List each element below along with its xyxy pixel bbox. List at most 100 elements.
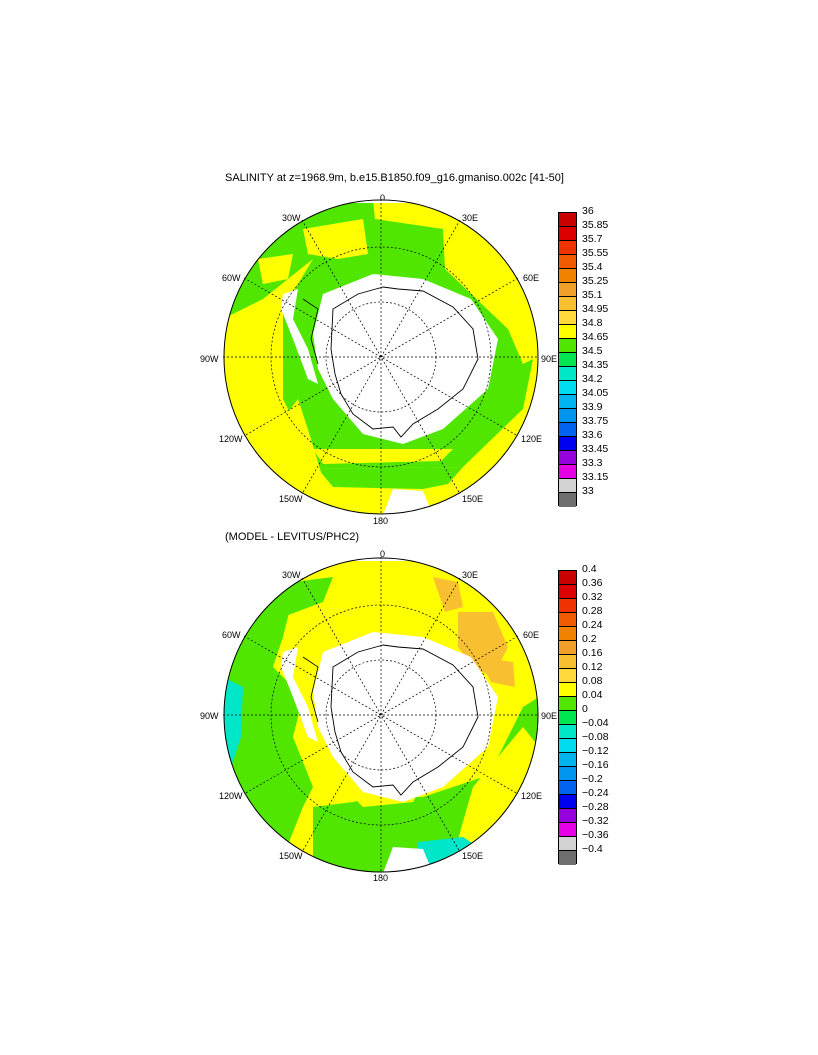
colorbar-tick-label: 0.12 — [582, 661, 603, 673]
colorbar-swatch — [559, 809, 576, 823]
lon-label-60w: 60W — [222, 273, 241, 283]
colorbar-tick-label: 0.24 — [582, 619, 603, 631]
colorbar-tick-label: −0.36 — [582, 829, 609, 841]
lon-label-150w-p2: 150W — [279, 851, 303, 861]
colorbar-swatch — [559, 437, 576, 451]
lon-label-60w-p2: 60W — [222, 630, 241, 640]
colorbar-tick-label: 0.36 — [582, 577, 603, 589]
colorbar-tick-label: −0.2 — [582, 773, 603, 785]
colorbar-swatch — [559, 381, 576, 395]
colorbar-tick-label: 34.8 — [582, 317, 603, 329]
colorbar-swatch — [559, 423, 576, 437]
colorbar-tick-label: 36 — [582, 205, 594, 217]
colorbar-tick-label: 0.08 — [582, 675, 603, 687]
lon-label-150w: 150W — [279, 494, 303, 504]
colorbar-tick-label: 0 — [582, 703, 588, 715]
colorbar-swatch — [559, 493, 576, 507]
colorbar-tick-label: 0.2 — [582, 633, 597, 645]
colorbar-swatch — [559, 395, 576, 409]
lon-label-90w-p2: 90W — [200, 711, 219, 721]
colorbar-tick-label: −0.4 — [582, 843, 603, 855]
colorbar-swatch — [559, 339, 576, 353]
lon-label-0: 0 — [380, 193, 386, 203]
colorbar-swatch — [559, 571, 576, 585]
colorbar-swatch — [559, 409, 576, 423]
colorbar-tick-label: −0.28 — [582, 801, 609, 813]
colorbar-swatch — [559, 479, 576, 493]
colorbar-tick-label: 33.15 — [582, 471, 609, 483]
colorbar-tick-label: 0.4 — [582, 563, 597, 575]
difference-colorbar — [558, 570, 577, 865]
colorbar-swatch — [559, 241, 576, 255]
difference-band-0 — [224, 677, 243, 767]
lon-label-120w: 120W — [219, 434, 243, 444]
colorbar-swatch — [559, 711, 576, 725]
colorbar-swatch — [559, 837, 576, 851]
lon-label-30e-p2: 30E — [462, 570, 479, 580]
colorbar-tick-label: 35.7 — [582, 233, 603, 245]
salinity-difference-polar-map — [223, 557, 539, 873]
colorbar-tick-label: 35.1 — [582, 289, 603, 301]
colorbar-swatch — [559, 255, 576, 269]
salinity-polar-map — [223, 199, 539, 515]
colorbar-swatch — [559, 283, 576, 297]
lon-label-30w: 30W — [282, 213, 301, 223]
lon-label-60e-p2: 60E — [523, 630, 540, 640]
colorbar-tick-label: 33.75 — [582, 415, 609, 427]
lon-label-180-p2: 180 — [373, 873, 389, 883]
colorbar-tick-label: 35.85 — [582, 219, 609, 231]
lon-label-30w-p2: 30W — [282, 570, 301, 580]
colorbar-tick-label: 33.9 — [582, 401, 603, 413]
colorbar-swatch — [559, 367, 576, 381]
lon-label-90w: 90W — [200, 354, 219, 364]
lon-label-120e: 120E — [521, 434, 543, 444]
colorbar-swatch — [559, 781, 576, 795]
lon-label-90e: 90E — [541, 354, 558, 364]
colorbar-tick-label: 0.16 — [582, 647, 603, 659]
lon-label-90e-p2: 90E — [541, 711, 558, 721]
colorbar-tick-label: 0.04 — [582, 689, 603, 701]
panel1-title: SALINITY at z=1968.9m, b.e15.B1850.f09_g… — [225, 172, 564, 184]
colorbar-swatch — [559, 227, 576, 241]
colorbar-tick-label: −0.24 — [582, 787, 609, 799]
colorbar-swatch — [559, 269, 576, 283]
colorbar-tick-label: 33.3 — [582, 457, 603, 469]
colorbar-swatch — [559, 599, 576, 613]
colorbar-swatch — [559, 353, 576, 367]
colorbar-swatch — [559, 669, 576, 683]
colorbar-swatch — [559, 739, 576, 753]
colorbar-swatch — [559, 641, 576, 655]
lon-label-150e: 150E — [462, 494, 484, 504]
colorbar-tick-label: 33.6 — [582, 429, 603, 441]
colorbar-swatch — [559, 725, 576, 739]
colorbar-swatch — [559, 297, 576, 311]
lon-label-120w-p2: 120W — [219, 791, 243, 801]
lon-label-180: 180 — [373, 516, 389, 526]
colorbar-swatch — [559, 311, 576, 325]
lon-label-120e-p2: 120E — [521, 791, 543, 801]
lon-label-150e-p2: 150E — [462, 851, 484, 861]
panel2-title: (MODEL - LEVITUS/PHC2) — [225, 531, 360, 543]
colorbar-swatch — [559, 767, 576, 781]
colorbar-tick-label: −0.32 — [582, 815, 609, 827]
colorbar-tick-label: 35.25 — [582, 275, 609, 287]
lon-label-0-p2: 0 — [380, 549, 386, 559]
colorbar-swatch — [559, 213, 576, 227]
colorbar-tick-label: 33.45 — [582, 443, 609, 455]
colorbar-tick-label: 34.5 — [582, 345, 603, 357]
colorbar-swatch — [559, 851, 576, 865]
colorbar-tick-label: 35.55 — [582, 247, 609, 259]
colorbar-swatch — [559, 697, 576, 711]
salinity-colorbar — [558, 212, 577, 507]
lon-label-30e: 30E — [462, 213, 479, 223]
colorbar-tick-label: 33 — [582, 485, 594, 497]
colorbar-tick-label: −0.04 — [582, 717, 609, 729]
colorbar-tick-label: 34.2 — [582, 373, 603, 385]
lon-label-60e: 60E — [523, 273, 540, 283]
colorbar-swatch — [559, 683, 576, 697]
colorbar-swatch — [559, 613, 576, 627]
colorbar-swatch — [559, 465, 576, 479]
colorbar-swatch — [559, 795, 576, 809]
colorbar-tick-label: −0.16 — [582, 759, 609, 771]
colorbar-swatch — [559, 585, 576, 599]
